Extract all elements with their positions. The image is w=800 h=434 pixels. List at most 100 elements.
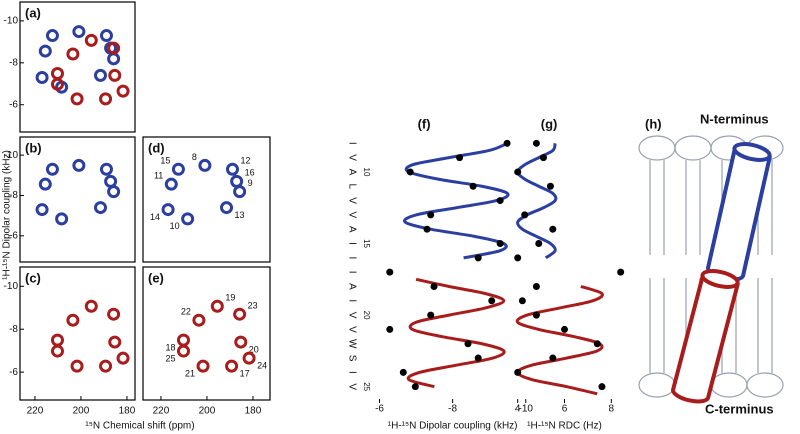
point-label: 10 <box>170 221 180 231</box>
sequence-letter: V <box>346 312 357 319</box>
n-terminus-label: N-terminus <box>700 111 769 126</box>
data-point <box>427 211 435 219</box>
sequence-letter: A <box>346 169 357 176</box>
sequence-letter: I <box>346 242 357 245</box>
sequence-letter: V <box>346 154 357 161</box>
data-point <box>474 354 482 362</box>
data-point <box>430 282 438 290</box>
data-point <box>464 340 472 348</box>
data-point <box>514 168 522 176</box>
point <box>35 203 49 217</box>
helix-c <box>671 269 740 404</box>
panel-frame <box>19 1 136 133</box>
point <box>94 201 107 215</box>
data-point <box>488 297 496 305</box>
x-tick-label: -10 <box>519 404 534 415</box>
point-label: 21 <box>185 368 195 378</box>
data-point <box>423 225 431 233</box>
y-tick-label: -8 <box>9 190 18 201</box>
point <box>38 177 52 191</box>
point <box>66 313 80 327</box>
panel-frame <box>19 136 136 263</box>
point-label: 9 <box>248 178 253 188</box>
y-tick-label: -6 <box>9 367 18 378</box>
x-tick-label: 220 <box>27 406 44 417</box>
point <box>70 92 84 106</box>
y-tick-label: -6 <box>9 99 18 110</box>
point-label: 18 <box>165 343 175 353</box>
point <box>94 68 107 82</box>
point <box>99 92 113 106</box>
point <box>35 70 49 84</box>
y-tick-label: -10 <box>4 150 19 161</box>
x-tick-label: -8 <box>448 404 457 415</box>
point-label: 13 <box>235 210 245 220</box>
data-point <box>521 211 529 219</box>
data-point <box>386 325 394 333</box>
point-label: 23 <box>248 301 258 311</box>
fit-curve <box>515 285 604 396</box>
point <box>192 313 206 327</box>
x-tick-label: 180 <box>119 406 136 417</box>
point <box>66 47 80 61</box>
data-point <box>399 368 407 376</box>
y-tick-label: -8 <box>9 324 18 335</box>
panel-frame <box>142 136 271 263</box>
data-point <box>532 139 540 147</box>
x-tick-label: 4 <box>515 404 521 415</box>
point-label: 25 <box>165 353 175 363</box>
y-axis-label: ¹H-¹⁵N Dipolar coupling (kHz) <box>2 150 13 280</box>
data-point <box>561 325 568 333</box>
data-point <box>456 154 464 162</box>
data-point <box>411 383 419 391</box>
sequence-letter: A <box>346 226 357 233</box>
point <box>233 307 247 321</box>
point <box>99 359 113 373</box>
point-label: 16 <box>245 168 255 178</box>
data-point <box>469 182 477 190</box>
residue-tick-label: 25 <box>362 382 371 391</box>
panel-frame <box>142 266 271 401</box>
point <box>210 299 224 313</box>
x-tick-label: 220 <box>153 406 170 417</box>
point <box>70 359 84 373</box>
point-label: 19 <box>225 293 235 303</box>
point <box>72 25 86 39</box>
fit-curve <box>516 142 558 260</box>
x-tick-label: 200 <box>199 406 216 417</box>
sequence-letter: W <box>346 339 357 349</box>
point <box>116 351 130 365</box>
point-label: 22 <box>181 307 191 317</box>
x-tick-label: 180 <box>245 406 262 417</box>
point <box>233 185 247 199</box>
point <box>50 77 64 91</box>
point <box>104 174 118 188</box>
y-tick-label: -8 <box>9 57 18 68</box>
residue-tick-label: 15 <box>362 239 371 248</box>
data-point <box>386 268 394 276</box>
data-point <box>598 383 606 391</box>
x-tick-label: 6 <box>562 404 568 415</box>
data-point <box>496 197 504 205</box>
point-label: 17 <box>240 368 250 378</box>
x-axis-label: ¹H-¹⁵N RDC (Hz) <box>527 421 602 432</box>
panel-label: (c) <box>25 270 41 285</box>
sequence-letter: I <box>346 371 357 374</box>
data-point <box>514 254 522 262</box>
point <box>45 162 59 176</box>
panel-label: (g) <box>541 116 558 131</box>
sequence-letter: V <box>346 212 357 219</box>
panel-label: (b) <box>25 140 42 155</box>
data-point <box>496 240 504 248</box>
point <box>50 344 64 358</box>
panel-label: (d) <box>148 140 165 155</box>
c-terminus-label: C-terminus <box>705 401 774 416</box>
data-point <box>532 311 540 319</box>
data-point <box>539 154 547 162</box>
point <box>242 351 256 365</box>
data-point <box>518 297 526 305</box>
point <box>164 177 178 191</box>
data-point <box>617 268 625 276</box>
sequence-letter: I <box>346 256 357 259</box>
data-point <box>514 368 522 376</box>
